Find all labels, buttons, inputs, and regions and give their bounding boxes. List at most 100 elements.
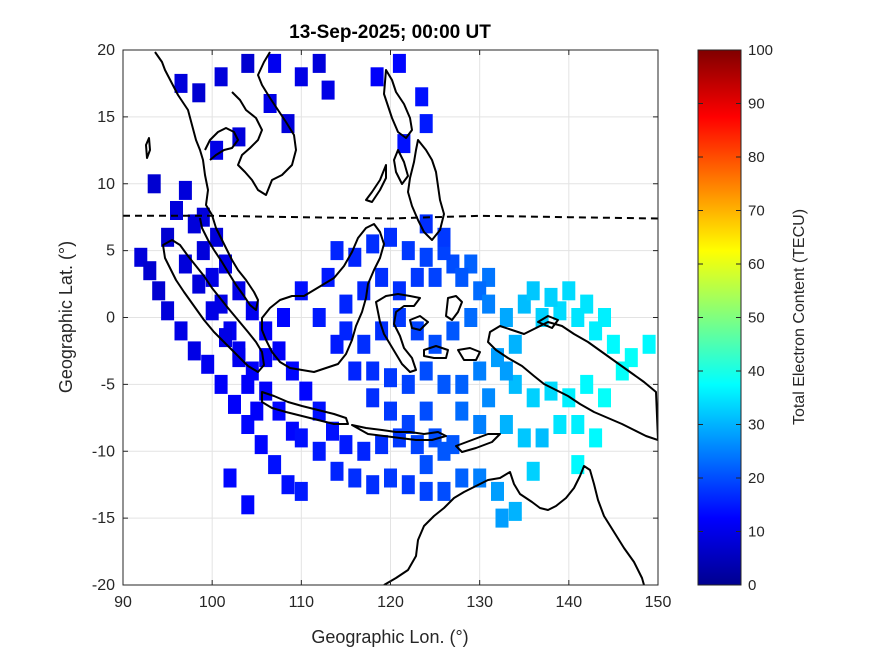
colorbar-tick-label: 90 (748, 96, 765, 113)
tec-cell (606, 334, 620, 354)
tec-cell (312, 308, 326, 327)
y-axis-label: Geographic Lat. (°) (56, 241, 76, 393)
tec-cell (526, 388, 540, 408)
tec-cell (272, 401, 286, 421)
tec-cell (294, 481, 308, 501)
tec-cell (205, 301, 219, 321)
x-tick-label: 90 (114, 594, 132, 611)
tec-cell (196, 207, 210, 227)
tec-cell (366, 361, 380, 381)
tec-cell (268, 455, 282, 475)
tec-cell (143, 261, 157, 281)
tec-cell (375, 267, 389, 287)
colorbar-tick-label: 0 (748, 577, 756, 594)
y-tick-label: -15 (92, 510, 115, 527)
colorbar-tick-label: 50 (748, 310, 765, 327)
tec-cell (357, 334, 371, 354)
x-tick-label: 150 (645, 594, 672, 611)
x-tick-label: 140 (555, 594, 582, 611)
tec-cell (339, 321, 353, 341)
y-tick-label: -20 (92, 577, 115, 594)
tec-cell (201, 354, 215, 374)
tec-cell (366, 234, 380, 254)
tec-cell (615, 361, 629, 381)
tec-cell (419, 455, 433, 475)
y-tick-label: 15 (97, 109, 115, 126)
colorbar-tick-label: 20 (748, 470, 765, 487)
tec-cell (348, 361, 362, 381)
tec-cell (178, 180, 192, 200)
tec-cell (580, 294, 594, 314)
colorbar (697, 49, 742, 586)
tec-cell (339, 294, 353, 314)
colorbar-tick-label: 30 (748, 417, 765, 434)
x-tick-label: 110 (289, 594, 315, 611)
tec-cell (330, 461, 344, 481)
tec-cell (384, 401, 397, 421)
tec-cell (245, 301, 259, 321)
tec-cell (482, 388, 496, 408)
tec-cell (268, 53, 282, 73)
tec-cell (473, 361, 487, 381)
tec-cell (384, 227, 397, 247)
tec-cell (384, 368, 397, 388)
colorbar-tick-label: 10 (748, 524, 765, 541)
tec-cell (285, 361, 299, 381)
x-tick-label: 100 (199, 594, 226, 611)
tec-cell (499, 308, 513, 327)
tec-cell (437, 227, 451, 247)
tec-cell (187, 341, 201, 361)
tec-cell (339, 435, 353, 455)
tec-cell (196, 241, 210, 261)
tec-cell (401, 241, 415, 261)
tec-cell (437, 441, 451, 461)
tec-cell (508, 334, 522, 354)
tec-cell (330, 241, 344, 261)
tec-cell (517, 428, 531, 448)
tec-cell (294, 67, 308, 87)
y-tick-label: 10 (97, 176, 115, 193)
tec-cell (161, 301, 175, 321)
tec-cell (219, 254, 232, 274)
y-tick-label: 0 (106, 310, 115, 327)
tec-cell (294, 281, 308, 301)
tec-cell (508, 501, 522, 521)
tec-cell (428, 334, 442, 354)
tec-cell (562, 388, 576, 408)
tec-cell (205, 267, 219, 287)
tec-cell (589, 428, 603, 448)
tec-cell (397, 134, 411, 154)
y-tick-label: -5 (101, 376, 115, 393)
tec-cell (526, 461, 540, 481)
tec-cell (241, 495, 255, 515)
tec-cell (312, 53, 326, 73)
tec-cell (321, 80, 335, 100)
tec-cell (254, 435, 268, 455)
tec-cell (419, 481, 433, 501)
tec-cell (535, 428, 549, 448)
tec-cell (598, 388, 611, 408)
tec-cell (366, 475, 380, 495)
tec-cell (210, 140, 224, 160)
tec-cell (170, 201, 183, 220)
tec-cell (370, 67, 384, 87)
x-axis-label: Geographic Lon. (°) (311, 627, 468, 647)
tec-cell (219, 328, 232, 348)
y-tick-label: -10 (92, 443, 115, 460)
tec-cell (299, 381, 313, 401)
magnetic-equator-line (123, 214, 658, 220)
tec-cell (192, 274, 206, 294)
tec-cell (321, 267, 335, 287)
x-axis-ticks: 90 100 110 120 130 140 150 (114, 50, 671, 611)
tec-cell (571, 415, 585, 434)
tec-cell (174, 321, 188, 341)
tec-cell (214, 374, 228, 394)
tec-cell (491, 481, 504, 501)
coastlines (145, 51, 658, 585)
tec-cell (598, 308, 611, 327)
colorbar-tick-label: 40 (748, 363, 765, 380)
tec-cell (192, 83, 206, 103)
tec-cell (455, 468, 469, 488)
tec-cell (410, 267, 424, 287)
tec-cell (544, 287, 558, 307)
